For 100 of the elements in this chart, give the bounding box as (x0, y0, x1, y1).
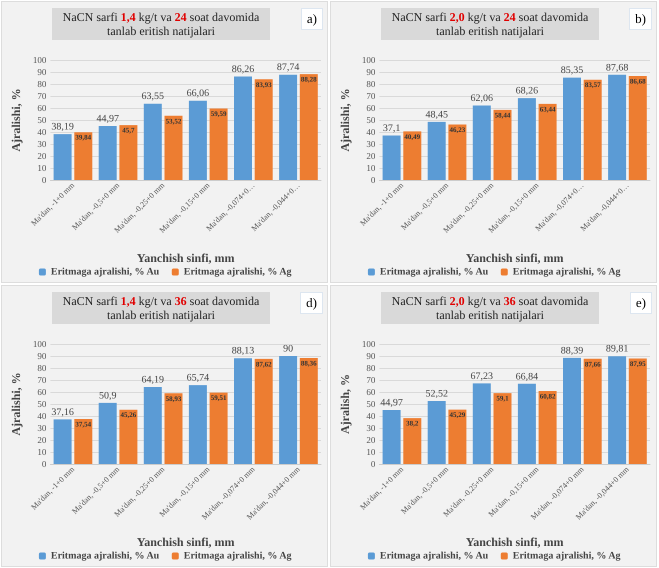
data-label: 66,84 (516, 371, 538, 382)
y-axis-title: Ajralishi, % (9, 88, 23, 152)
bar (164, 116, 182, 180)
data-label: 50,9 (98, 390, 116, 402)
y-tick-label: 60 (366, 103, 376, 113)
bar (210, 392, 228, 464)
data-label: 66,06 (186, 88, 210, 100)
data-label: 89,81 (606, 344, 628, 355)
text: b) (629, 8, 652, 30)
y-tick-label: 80 (37, 363, 47, 373)
bar (538, 104, 557, 180)
bar (584, 80, 602, 180)
x-axis-title: Yanchish sinfi, mm (136, 535, 235, 549)
bar (563, 78, 581, 180)
x-axis-title: Yanchish sinfi, mm (136, 251, 235, 265)
data-label: 87,74 (276, 62, 300, 74)
y-tick-label: 100 (32, 339, 47, 349)
y-tick-label: 0 (42, 459, 47, 469)
bar (119, 125, 138, 180)
y-tick-label: 50 (37, 399, 47, 409)
chart-title: NaCN sarfi 2,0 kg/t va 36 soat davomida tanlab eritish natijalari (381, 292, 599, 324)
legend-label: Eritmaga ajralishi, % Au (50, 266, 160, 278)
chart-title: NaCN sarfi 1,4 kg/t va 24 soat davomida tanlab eritish natijalari (52, 8, 270, 40)
y-tick-label: 10 (37, 163, 47, 173)
y-tick-label: 20 (366, 435, 376, 445)
data-label: 62,06 (470, 93, 494, 104)
y-tick-label: 90 (37, 351, 47, 361)
bar (403, 418, 422, 464)
bar (279, 356, 298, 464)
bar (494, 393, 512, 464)
legend-label: Eritmaga ajralishi, % Ag (184, 550, 292, 562)
bar (472, 383, 491, 464)
chart-title: NaCN sarfi 1,4 kg/t va 36 soat davomida tanlab eritish natijalari (52, 292, 270, 324)
y-tick-label: 20 (37, 435, 47, 445)
bar (628, 76, 647, 180)
bar (608, 74, 626, 180)
y-tick-label: 90 (37, 67, 47, 77)
legend-label: Eritmaga ajralishi, % Ag (184, 266, 292, 278)
bar (382, 410, 401, 464)
y-tick-label: 40 (366, 411, 376, 421)
y-tick-label: 50 (37, 115, 47, 125)
bar (188, 100, 207, 180)
bar (382, 135, 401, 180)
y-tick-label: 60 (37, 103, 47, 113)
bar (494, 110, 512, 180)
y-tick-label: 70 (37, 91, 47, 101)
data-label: 44,97 (96, 114, 119, 125)
y-tick-label: 30 (37, 423, 47, 433)
y-tick-label: 20 (37, 151, 47, 161)
legend-label: Eritmaga ajralishi, % Ag (512, 266, 621, 278)
y-tick-label: 70 (366, 91, 376, 101)
y-tick-label: 70 (37, 375, 47, 385)
bar (54, 134, 72, 180)
y-tick-label: 60 (37, 387, 47, 397)
bar (472, 106, 491, 180)
bar (300, 74, 318, 180)
bar (234, 358, 252, 464)
data-label: 44,97 (380, 398, 403, 409)
text: e) (630, 292, 652, 314)
y-axis-title: Ajralishi, % (338, 88, 352, 152)
y-tick-label: 40 (37, 127, 47, 137)
bar (188, 385, 207, 464)
bar (279, 74, 298, 180)
y-tick-label: 30 (366, 423, 376, 433)
data-label: 38,19 (51, 122, 74, 133)
data-label: 85,35 (560, 65, 584, 76)
text: d) (300, 292, 323, 314)
y-tick-label: 10 (366, 447, 376, 457)
data-label: 90 (283, 344, 294, 354)
bar (448, 410, 466, 464)
data-label: 88,39 (560, 345, 584, 356)
bar (518, 384, 536, 464)
y-tick-label: 30 (37, 139, 47, 149)
data-label: 86,26 (232, 64, 254, 75)
chart-title: NaCN sarfi 2,0 kg/t va 24 soat davomida tanlab eritish natijalari (381, 8, 599, 40)
data-label: 52,52 (425, 388, 448, 400)
data-label: 88,13 (232, 346, 254, 357)
y-tick-label: 40 (37, 411, 47, 421)
bar (608, 356, 626, 464)
bar (98, 126, 117, 180)
y-tick-label: 30 (366, 139, 376, 149)
y-tick-label: 90 (366, 67, 376, 77)
bar (234, 76, 252, 180)
y-tick-label: 0 (42, 175, 47, 185)
data-label: 64,19 (142, 374, 164, 386)
data-label: 67,23 (470, 370, 494, 382)
bar (74, 132, 92, 180)
bar (144, 104, 162, 180)
bar (254, 358, 273, 464)
bar (210, 108, 228, 180)
legend-label: Eritmaga ajralishi, % Au (380, 266, 489, 278)
bar (119, 410, 138, 464)
bar (254, 79, 273, 180)
data-label: 63,55 (142, 91, 164, 102)
y-tick-label: 60 (366, 387, 376, 397)
bar (563, 358, 581, 464)
bar (164, 393, 182, 464)
y-tick-label: 50 (366, 115, 376, 125)
y-tick-label: 80 (366, 363, 376, 373)
data-label: 37,1 (382, 122, 400, 134)
